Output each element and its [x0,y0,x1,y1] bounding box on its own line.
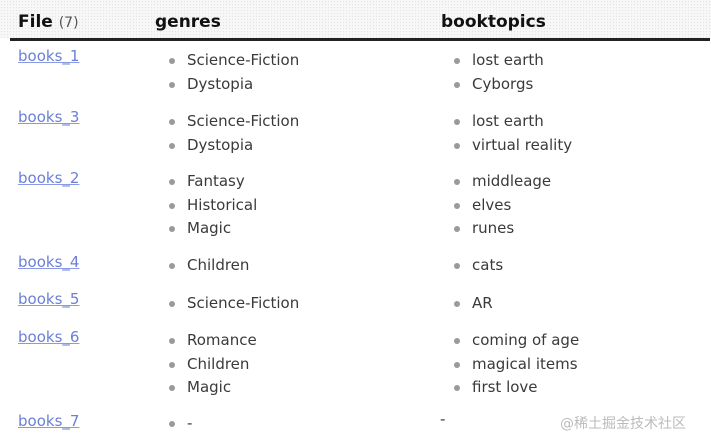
topic-item: magical items [454,353,579,377]
genres-list: Science-Fiction Dystopia [169,49,299,96]
genres-list: Fantasy Historical Magic [169,170,257,241]
topic-item: cats [454,254,503,278]
topic-item: Cyborgs [454,73,544,97]
file-link[interactable]: books_5 [18,290,80,308]
genres-list: Science-Fiction Dystopia [169,110,299,157]
genre-item: Children [169,254,249,278]
genre-item: Science-Fiction [169,110,299,134]
file-column-label: File [18,12,53,32]
header-divider [10,38,710,41]
topic-item: coming of age [454,329,579,353]
genre-item: Children [169,353,257,377]
genre-item: Magic [169,376,257,400]
booktopics-list: coming of age magical items first love [454,329,579,400]
booktopics-list: AR [454,292,493,316]
genres-list: Children [169,254,249,278]
file-link[interactable]: books_4 [18,253,80,271]
topic-item: lost earth [454,49,544,73]
file-link[interactable]: books_6 [18,328,80,346]
booktopics-list: cats [454,254,503,278]
booktopics-list: middleage elves runes [454,170,551,241]
topic-item: elves [454,194,551,218]
topic-item: middleage [454,170,551,194]
booktopics-empty: - [440,410,446,428]
topic-item: AR [454,292,493,316]
watermark: @稀土掘金技术社区 [560,416,686,432]
table-header: File (7) genres booktopics [0,0,711,38]
column-header-booktopics[interactable]: booktopics [441,12,546,32]
genre-item: Magic [169,217,257,241]
booktopics-list: lost earth virtual reality [454,110,572,157]
topic-item: virtual reality [454,134,572,158]
genre-item: Dystopia [169,73,299,97]
file-link[interactable]: books_3 [18,108,80,126]
genres-list: Romance Children Magic [169,329,257,400]
genre-item: Historical [169,194,257,218]
column-header-file[interactable]: File (7) [18,12,79,32]
genre-item: Science-Fiction [169,49,299,73]
file-link[interactable]: books_2 [18,169,80,187]
genre-item: - [169,412,192,436]
file-link[interactable]: books_7 [18,412,80,430]
file-link[interactable]: books_1 [18,47,80,65]
genres-list: Science-Fiction [169,292,299,316]
genre-item: Science-Fiction [169,292,299,316]
genre-item: Dystopia [169,134,299,158]
genre-item: Romance [169,329,257,353]
genres-list: - [169,412,192,436]
file-count: (7) [58,15,79,31]
topic-item: first love [454,376,579,400]
genre-item: Fantasy [169,170,257,194]
booktopics-list: lost earth Cyborgs [454,49,544,96]
column-header-genres[interactable]: genres [155,12,221,32]
topic-item: lost earth [454,110,572,134]
topic-item: runes [454,217,551,241]
